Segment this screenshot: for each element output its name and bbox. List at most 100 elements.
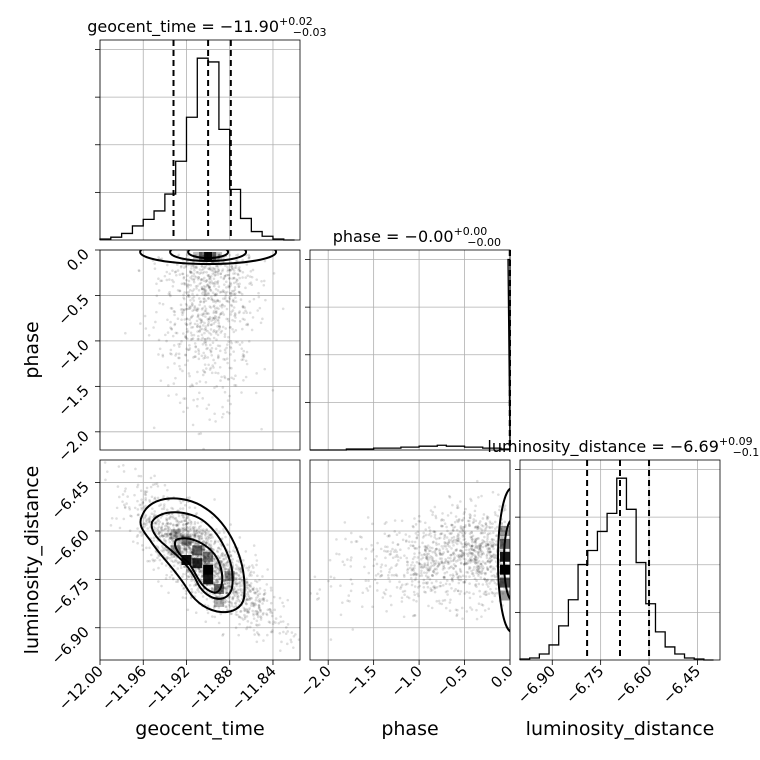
scatter-point [456, 554, 459, 557]
scatter-point [481, 541, 484, 545]
scatter-point [228, 253, 232, 257]
scatter-point [218, 313, 222, 316]
scatter-point [136, 485, 139, 489]
scatter-point [196, 323, 199, 326]
scatter-point [360, 547, 363, 551]
scatter-point [181, 308, 184, 311]
scatter-point [233, 288, 237, 292]
scatter-point [225, 578, 229, 582]
scatter-point [185, 543, 188, 547]
scatter-point [244, 286, 247, 290]
scatter-point [426, 563, 430, 567]
scatter-point [225, 582, 228, 586]
scatter-point [184, 334, 188, 337]
scatter-point [432, 559, 436, 563]
scatter-point [490, 559, 493, 563]
scatter-point [161, 546, 165, 550]
scatter-point [160, 525, 164, 528]
scatter-point [459, 549, 462, 553]
scatter-point [409, 576, 413, 580]
scatter-point [236, 282, 239, 286]
scatter-point [317, 596, 321, 600]
scatter-point [203, 370, 206, 374]
scatter-point [180, 584, 184, 587]
scatter-point [446, 562, 450, 565]
scatter-point [477, 602, 481, 606]
scatter-point [238, 566, 241, 570]
scatter-point [399, 587, 402, 590]
scatter-point [160, 534, 164, 537]
scatter-point [255, 372, 258, 375]
scatter-point [413, 566, 416, 570]
scatter-point [188, 518, 191, 522]
scatter-point [210, 323, 213, 326]
scatter-point [427, 552, 430, 556]
scatter-point [470, 537, 473, 540]
scatter-point [170, 573, 174, 577]
scatter-point [413, 614, 416, 617]
scatter-point [184, 264, 188, 267]
scatter-point [209, 536, 213, 540]
scatter-point [423, 565, 427, 568]
scatter-point [235, 590, 238, 593]
scatter-point [247, 596, 251, 599]
scatter-point [457, 581, 461, 585]
scatter-point [177, 527, 181, 531]
scatter-point [473, 514, 477, 517]
scatter-point [167, 538, 171, 541]
scatter-point [182, 275, 186, 279]
scatter-point [224, 563, 228, 567]
scatter-point [216, 298, 220, 302]
scatter-point [255, 623, 258, 627]
scatter-point [192, 398, 195, 402]
scatter-point [242, 311, 246, 315]
scatter-point [427, 549, 431, 552]
scatter-point [384, 588, 388, 592]
scatter-point [229, 284, 232, 288]
scatter-point [488, 526, 492, 530]
scatter-point [193, 306, 196, 309]
scatter-point [167, 517, 171, 520]
scatter-point [234, 626, 238, 630]
scatter-point [143, 490, 147, 493]
scatter-point [235, 582, 239, 586]
scatter-point [194, 529, 198, 533]
scatter-point [225, 591, 229, 595]
scatter-point [503, 587, 506, 590]
scatter-point [238, 269, 242, 273]
scatter-point [488, 520, 492, 523]
scatter-point [481, 564, 484, 568]
scatter-point [428, 568, 432, 572]
scatter-point [144, 504, 147, 508]
scatter-point [429, 534, 433, 538]
scatter-point [448, 496, 452, 499]
scatter-point [166, 263, 169, 267]
scatter-point [137, 269, 141, 273]
scatter-point [227, 603, 231, 607]
scatter-point [200, 591, 203, 595]
scatter-point [202, 447, 205, 450]
scatter-point [367, 571, 371, 575]
scatter-point [480, 494, 483, 498]
scatter-point [427, 575, 430, 579]
scatter-point [198, 569, 201, 573]
scatter-point [246, 620, 250, 623]
scatter-point [452, 566, 455, 570]
scatter-point [233, 272, 237, 275]
scatter-point [226, 588, 229, 591]
scatter-point [219, 304, 222, 308]
scatter-point [214, 572, 218, 576]
scatter-point [459, 562, 463, 565]
scatter-point [214, 565, 218, 569]
scatter-point [182, 296, 185, 299]
scatter-point [226, 299, 229, 303]
scatter-point [452, 526, 455, 530]
scatter-point [244, 601, 247, 604]
scatter-point [434, 562, 438, 565]
scatter-point [202, 540, 205, 544]
scatter-point [177, 546, 180, 550]
scatter-point [422, 586, 426, 589]
scatter-point [203, 291, 207, 294]
scatter-point [428, 577, 432, 581]
scatter-point [262, 593, 266, 596]
